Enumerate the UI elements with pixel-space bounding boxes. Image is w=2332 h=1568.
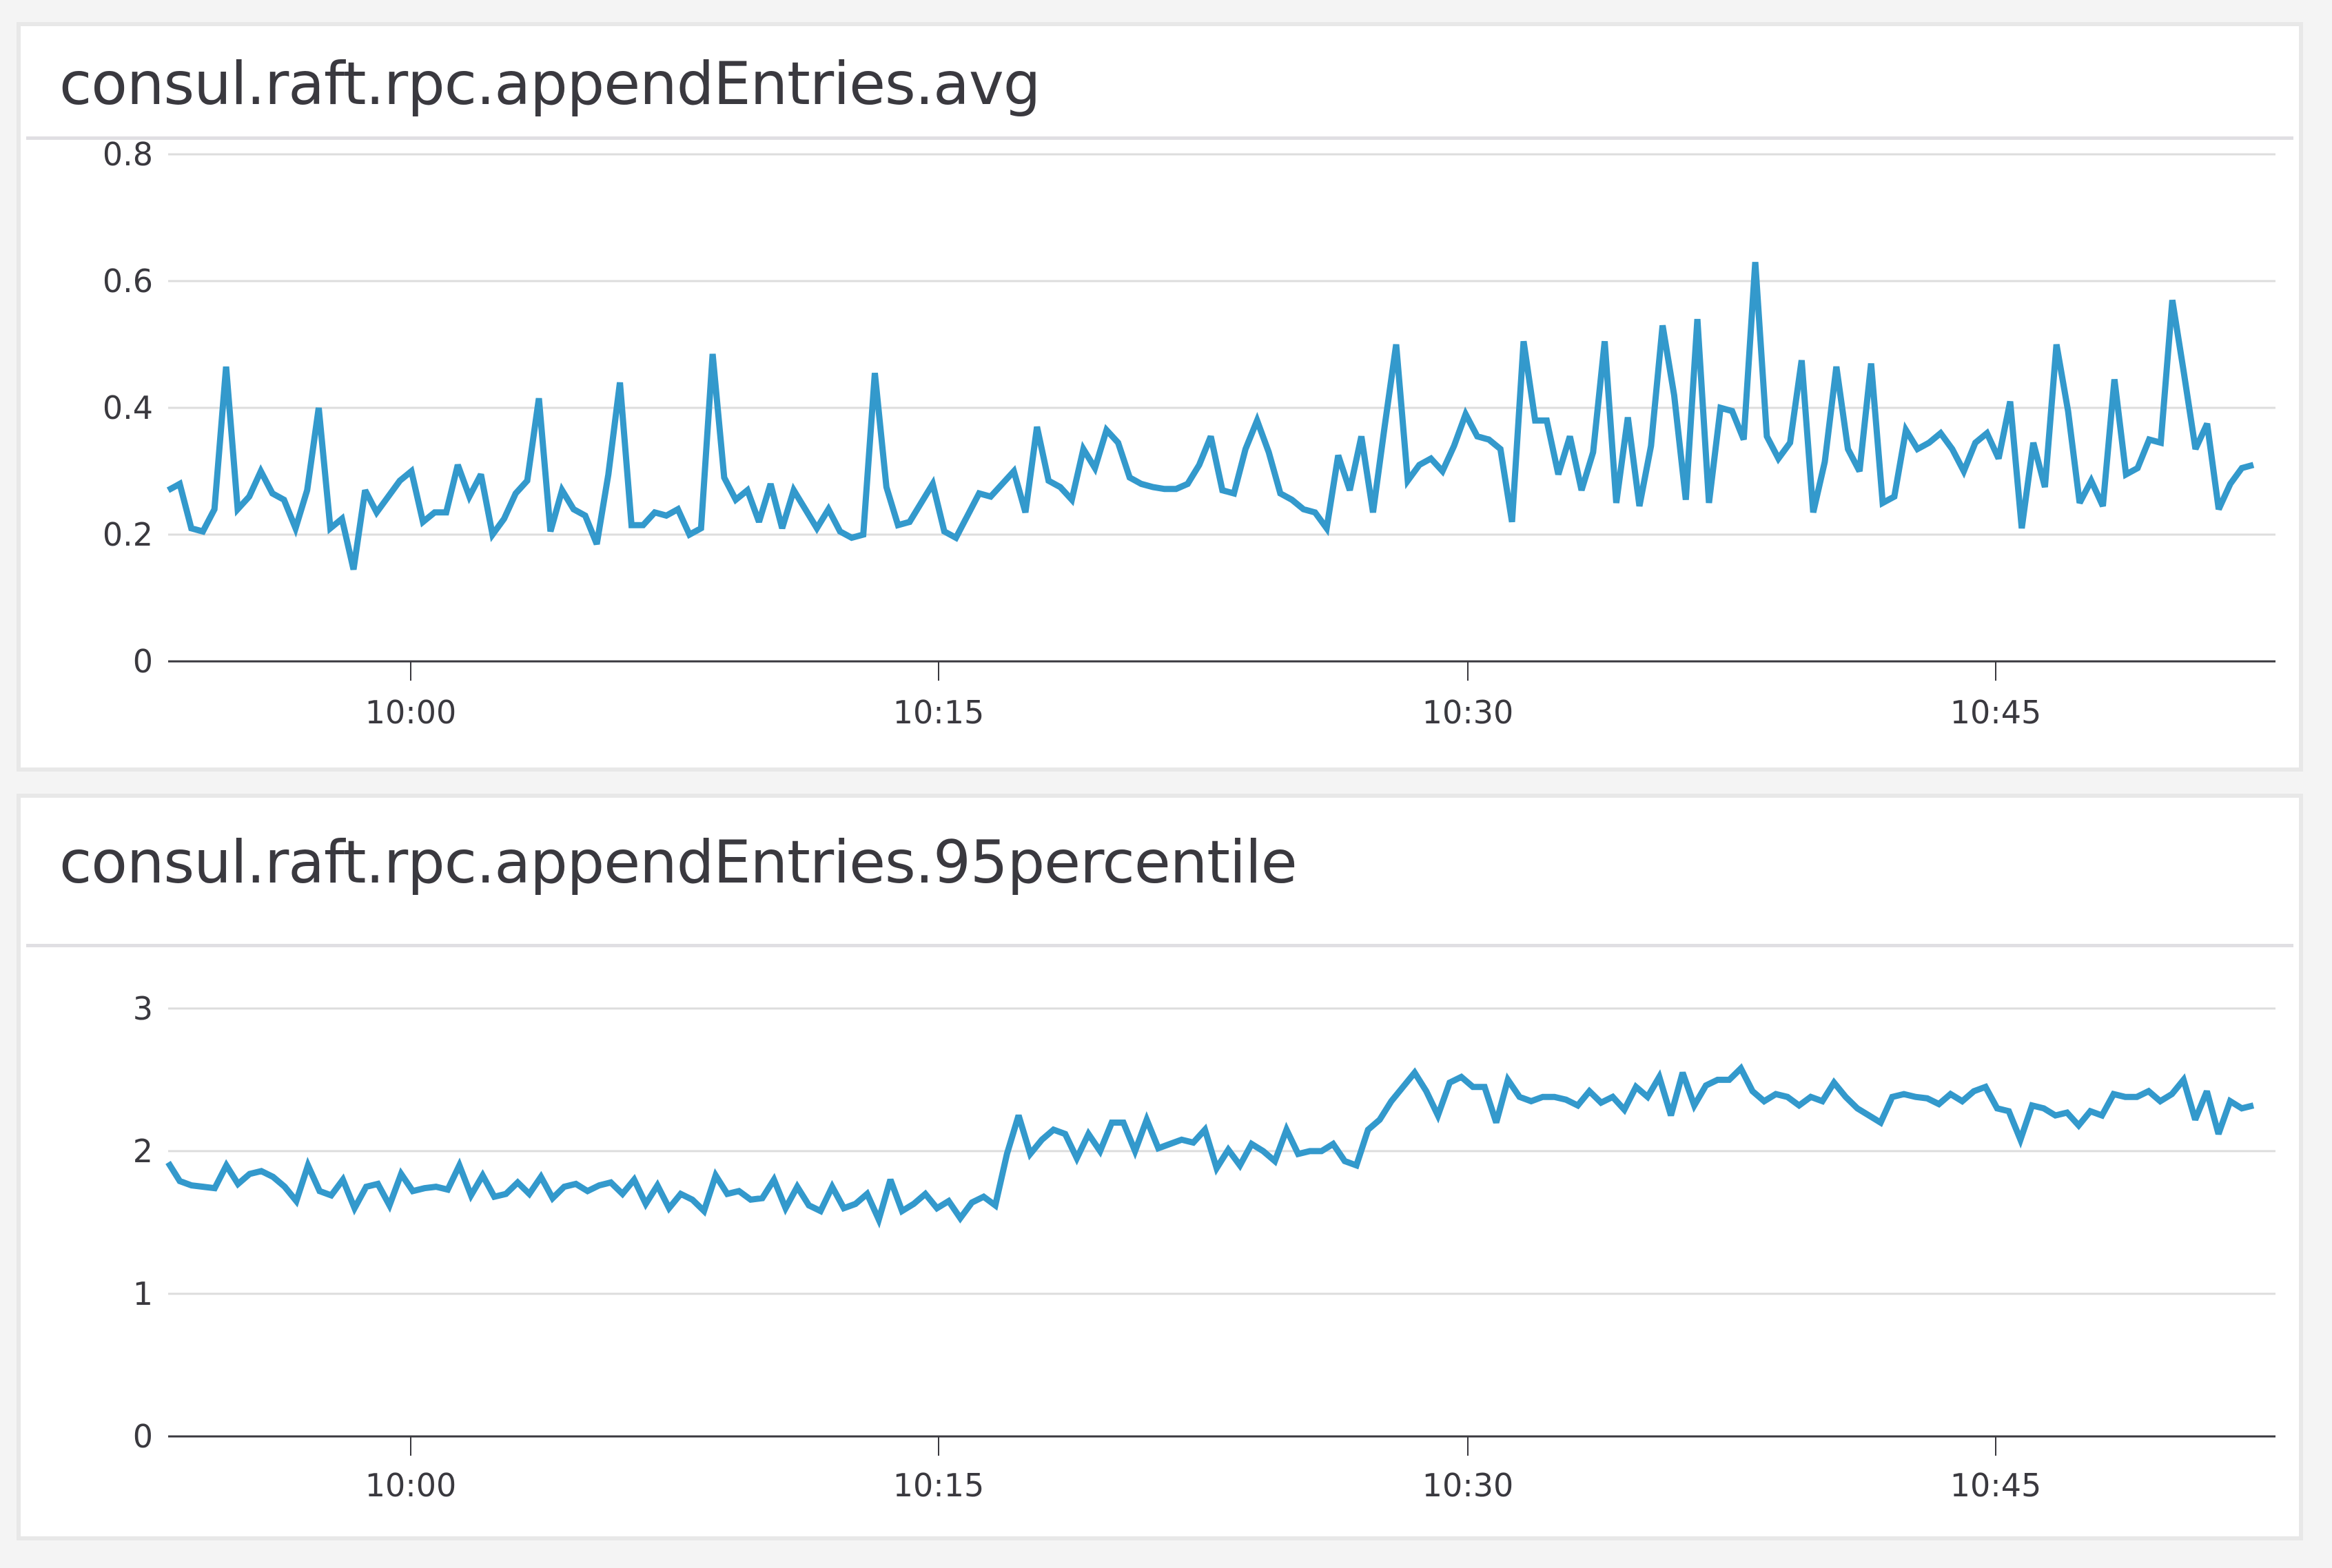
series-line[interactable] (165, 1063, 2255, 1229)
y-tick-label: 0 (133, 643, 153, 680)
y-tick-label: 0.6 (103, 262, 153, 300)
x-tick-label: 10:00 (365, 694, 457, 731)
y-tick-label: 0.2 (103, 516, 153, 553)
series-line[interactable] (166, 262, 2255, 570)
header-divider (26, 136, 2293, 140)
x-tick-label: 10:15 (893, 694, 985, 731)
x-tick-label: 10:15 (893, 1467, 985, 1504)
y-tick-label: 0.4 (103, 389, 153, 426)
header-divider (26, 944, 2293, 947)
y-tick-label: 2 (133, 1133, 153, 1170)
panel-title: consul.raft.rpc.appendEntries.avg (59, 50, 1041, 118)
y-tick-label: 0.8 (103, 136, 153, 173)
x-tick-label: 10:00 (365, 1467, 457, 1504)
y-tick-label: 0 (133, 1418, 153, 1455)
line-chart-95percentile[interactable]: 0 1 2 3 10:00 10:15 10:30 10:45 (21, 798, 2299, 1536)
x-tick-label: 10:45 (1950, 1467, 2042, 1504)
x-tick-label: 10:30 (1422, 694, 1514, 731)
y-tick-label: 3 (133, 990, 153, 1027)
panel-avg: consul.raft.rpc.appendEntries.avg 0 0.2 0.… (17, 22, 2303, 772)
x-tick-label: 10:45 (1950, 694, 2042, 731)
panel-95percentile: consul.raft.rpc.appendEntries.95percenti… (17, 794, 2303, 1540)
panel-title: consul.raft.rpc.appendEntries.95percenti… (59, 828, 1298, 897)
line-chart-avg[interactable]: 0 0.2 0.4 0.6 0.8 10:00 10:15 10:30 10:45 (21, 26, 2299, 767)
x-tick-label: 10:30 (1422, 1467, 1514, 1504)
y-tick-label: 1 (133, 1275, 153, 1312)
